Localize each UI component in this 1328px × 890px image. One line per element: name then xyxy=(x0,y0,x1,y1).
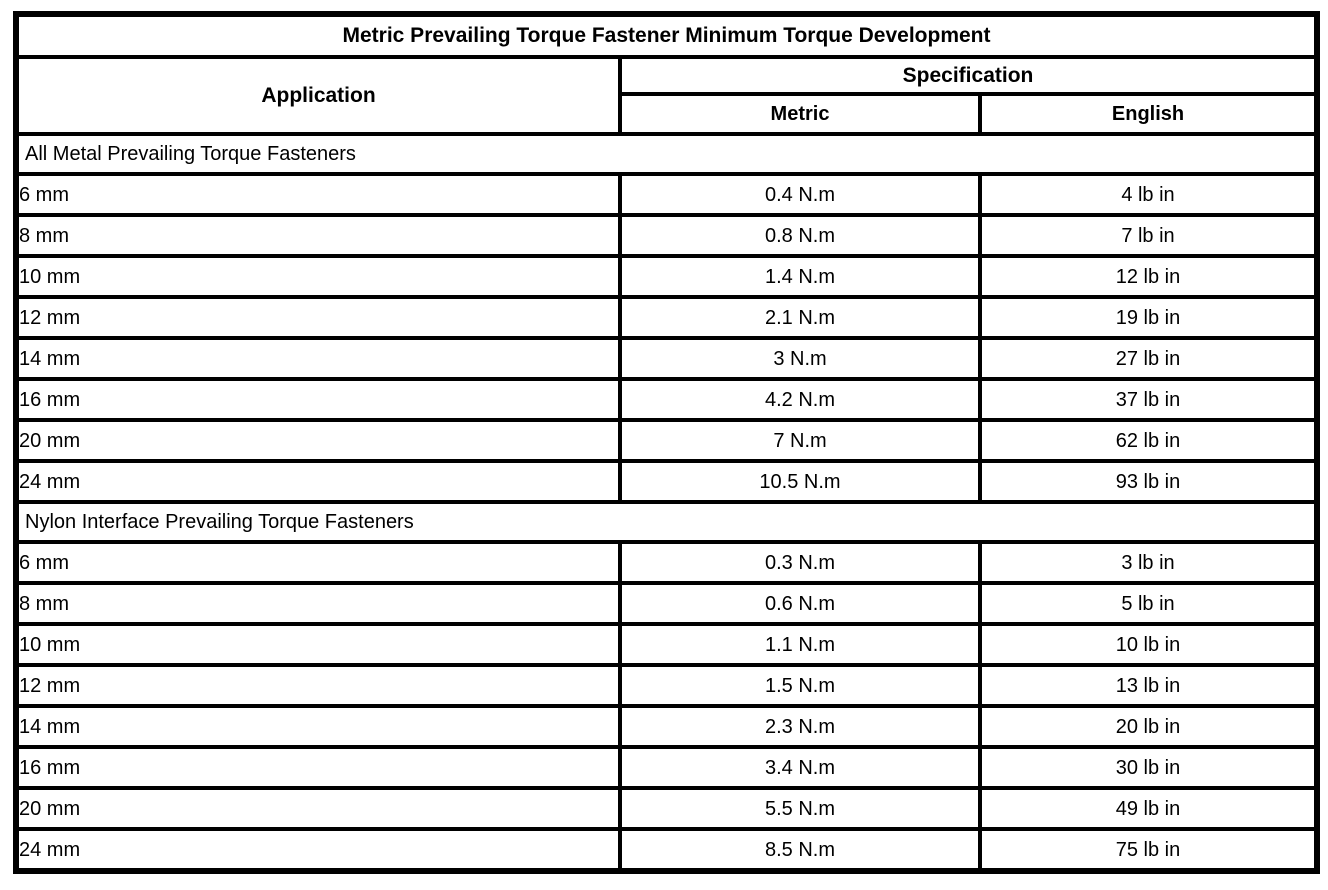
metric-value-cell: 0.8 N.m xyxy=(618,213,982,258)
column-header-english: English xyxy=(977,92,1320,136)
table-row: 20 mm 5.5 N.m 49 lb in xyxy=(14,786,1320,831)
metric-value-cell: 5.5 N.m xyxy=(618,786,982,831)
header-row-specification: Application Specification xyxy=(14,55,1320,136)
table-row: 24 mm 10.5 N.m 93 lb in xyxy=(14,459,1320,504)
metric-value-cell: 0.4 N.m xyxy=(618,172,982,217)
table-row: 8 mm 0.8 N.m 7 lb in xyxy=(14,213,1320,258)
column-header-metric: Metric xyxy=(618,92,982,136)
application-cell: 16 mm xyxy=(14,377,622,422)
metric-value-cell: 7 N.m xyxy=(618,418,982,463)
english-value-cell: 30 lb in xyxy=(977,745,1320,790)
english-value-cell: 37 lb in xyxy=(977,377,1320,422)
metric-value-cell: 0.3 N.m xyxy=(618,540,982,585)
section-header-nylon-interface: Nylon Interface Prevailing Torque Fasten… xyxy=(13,500,1320,544)
english-value-cell: 13 lb in xyxy=(977,663,1320,708)
column-header-specification: Specification xyxy=(617,55,1320,96)
metric-value-cell: 4.2 N.m xyxy=(618,377,982,422)
application-cell: 6 mm xyxy=(14,540,622,585)
english-value-cell: 20 lb in xyxy=(977,704,1320,749)
table-row: 10 mm 1.1 N.m 10 lb in xyxy=(14,622,1320,667)
application-cell: 12 mm xyxy=(14,295,622,340)
section-header-row: Nylon Interface Prevailing Torque Fasten… xyxy=(13,500,1320,544)
section-header-all-metal: All Metal Prevailing Torque Fasteners xyxy=(13,132,1320,176)
metric-value-cell: 0.6 N.m xyxy=(618,581,982,626)
table-title: Metric Prevailing Torque Fastener Minimu… xyxy=(13,12,1320,59)
english-value-cell: 10 lb in xyxy=(977,622,1320,667)
english-value-cell: 4 lb in xyxy=(977,172,1320,217)
table-row: 12 mm 1.5 N.m 13 lb in xyxy=(14,663,1320,708)
torque-spec-table: Metric Prevailing Torque Fastener Minimu… xyxy=(13,11,1321,874)
metric-value-cell: 8.5 N.m xyxy=(618,827,982,873)
metric-value-cell: 3 N.m xyxy=(618,336,982,381)
english-value-cell: 62 lb in xyxy=(977,418,1320,463)
table-row: 16 mm 3.4 N.m 30 lb in xyxy=(14,745,1320,790)
application-cell: 24 mm xyxy=(14,459,622,504)
english-value-cell: 27 lb in xyxy=(977,336,1320,381)
section-header-row: All Metal Prevailing Torque Fasteners xyxy=(13,132,1320,176)
table-row: 6 mm 0.3 N.m 3 lb in xyxy=(14,540,1320,585)
application-cell: 10 mm xyxy=(14,254,622,299)
table-row: 8 mm 0.6 N.m 5 lb in xyxy=(14,581,1320,626)
application-cell: 10 mm xyxy=(14,622,622,667)
table-row: 14 mm 3 N.m 27 lb in xyxy=(14,336,1320,381)
application-cell: 14 mm xyxy=(14,336,622,381)
header-row-units: Metric English xyxy=(16,92,1320,136)
metric-value-cell: 3.4 N.m xyxy=(618,745,982,790)
metric-value-cell: 1.4 N.m xyxy=(618,254,982,299)
application-cell: 8 mm xyxy=(14,581,622,626)
table-row: 20 mm 7 N.m 62 lb in xyxy=(14,418,1320,463)
table-row: 6 mm 0.4 N.m 4 lb in xyxy=(14,172,1320,217)
application-cell: 20 mm xyxy=(14,786,622,831)
table-row: 10 mm 1.4 N.m 12 lb in xyxy=(14,254,1320,299)
column-header-application: Application xyxy=(14,55,622,136)
metric-value-cell: 1.1 N.m xyxy=(618,622,982,667)
table-title-row: Metric Prevailing Torque Fastener Minimu… xyxy=(13,12,1320,59)
english-value-cell: 93 lb in xyxy=(977,459,1320,504)
metric-value-cell: 1.5 N.m xyxy=(618,663,982,708)
metric-value-cell: 2.1 N.m xyxy=(618,295,982,340)
application-cell: 6 mm xyxy=(14,172,622,217)
table-row: 16 mm 4.2 N.m 37 lb in xyxy=(14,377,1320,422)
table-row: 12 mm 2.1 N.m 19 lb in xyxy=(14,295,1320,340)
application-cell: 16 mm xyxy=(14,745,622,790)
table-row: 24 mm 8.5 N.m 75 lb in xyxy=(14,827,1320,873)
application-cell: 8 mm xyxy=(14,213,622,258)
application-cell: 14 mm xyxy=(14,704,622,749)
application-cell: 12 mm xyxy=(14,663,622,708)
english-value-cell: 5 lb in xyxy=(977,581,1320,626)
english-value-cell: 3 lb in xyxy=(977,540,1320,585)
english-value-cell: 49 lb in xyxy=(977,786,1320,831)
english-value-cell: 75 lb in xyxy=(977,827,1320,873)
application-cell: 20 mm xyxy=(14,418,622,463)
english-value-cell: 12 lb in xyxy=(977,254,1320,299)
application-cell: 24 mm xyxy=(14,827,622,873)
table-row: 14 mm 2.3 N.m 20 lb in xyxy=(14,704,1320,749)
english-value-cell: 7 lb in xyxy=(977,213,1320,258)
metric-value-cell: 10.5 N.m xyxy=(618,459,982,504)
english-value-cell: 19 lb in xyxy=(977,295,1320,340)
metric-value-cell: 2.3 N.m xyxy=(618,704,982,749)
